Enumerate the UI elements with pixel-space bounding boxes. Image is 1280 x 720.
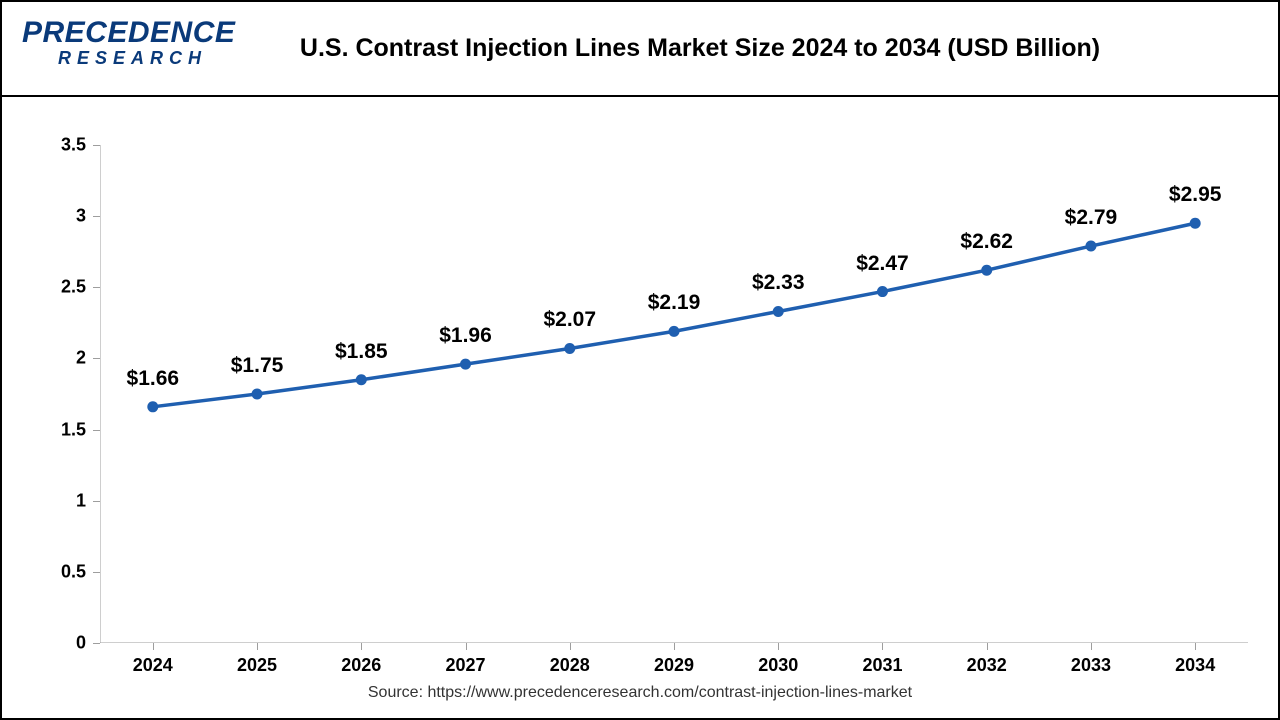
- x-tick-mark: [466, 643, 467, 650]
- data-marker: [877, 286, 888, 297]
- y-tick-label: 0.5: [26, 561, 86, 582]
- data-marker: [1085, 241, 1096, 252]
- x-tick-label: 2033: [1071, 655, 1111, 676]
- logo-line2: RESEARCH: [22, 48, 235, 69]
- data-marker: [773, 306, 784, 317]
- x-tick-mark: [882, 643, 883, 650]
- data-marker: [147, 401, 158, 412]
- data-marker: [981, 265, 992, 276]
- y-tick-label: 1: [26, 490, 86, 511]
- logo-line1: PRECEDENCE: [22, 16, 235, 50]
- data-marker: [564, 343, 575, 354]
- x-tick-label: 2027: [445, 655, 485, 676]
- y-tick-mark: [93, 501, 100, 502]
- x-tick-label: 2026: [341, 655, 381, 676]
- y-tick-mark: [93, 287, 100, 288]
- x-tick-mark: [674, 643, 675, 650]
- x-tick-label: 2024: [133, 655, 173, 676]
- data-marker: [669, 326, 680, 337]
- y-tick-mark: [93, 643, 100, 644]
- x-tick-mark: [987, 643, 988, 650]
- plot-svg: [100, 145, 1248, 643]
- y-tick-label: 1.5: [26, 419, 86, 440]
- y-tick-label: 2: [26, 348, 86, 369]
- x-tick-label: 2031: [862, 655, 902, 676]
- data-line: [153, 223, 1195, 407]
- x-tick-mark: [153, 643, 154, 650]
- data-marker: [356, 374, 367, 385]
- x-tick-label: 2032: [967, 655, 1007, 676]
- y-tick-label: 3.5: [26, 135, 86, 156]
- x-tick-mark: [1195, 643, 1196, 650]
- y-tick-mark: [93, 572, 100, 573]
- x-tick-mark: [570, 643, 571, 650]
- source-text: Source: https://www.precedenceresearch.c…: [2, 684, 1278, 702]
- data-marker: [460, 359, 471, 370]
- y-tick-mark: [93, 358, 100, 359]
- chart-frame: PRECEDENCE RESEARCH U.S. Contrast Inject…: [0, 0, 1280, 720]
- y-tick-label: 0: [26, 633, 86, 654]
- y-tick-mark: [93, 216, 100, 217]
- chart-area: 0 0.5 1 1.5 2 2.5 3 3.5 2024 2025 2026 2027 2028 202…: [2, 97, 1278, 718]
- logo: PRECEDENCE RESEARCH: [22, 16, 235, 69]
- x-tick-label: 2029: [654, 655, 694, 676]
- x-tick-label: 2025: [237, 655, 277, 676]
- x-tick-mark: [361, 643, 362, 650]
- y-tick-label: 2.5: [26, 277, 86, 298]
- x-tick-label: 2028: [550, 655, 590, 676]
- x-tick-label: 2030: [758, 655, 798, 676]
- y-tick-mark: [93, 430, 100, 431]
- data-markers: [147, 218, 1200, 413]
- data-marker: [1190, 218, 1201, 229]
- x-tick-mark: [257, 643, 258, 650]
- header-band: PRECEDENCE RESEARCH U.S. Contrast Inject…: [2, 2, 1278, 97]
- data-marker: [252, 389, 263, 400]
- x-tick-label: 2034: [1175, 655, 1215, 676]
- y-tick-label: 3: [26, 206, 86, 227]
- y-tick-mark: [93, 145, 100, 146]
- x-tick-mark: [778, 643, 779, 650]
- x-tick-mark: [1091, 643, 1092, 650]
